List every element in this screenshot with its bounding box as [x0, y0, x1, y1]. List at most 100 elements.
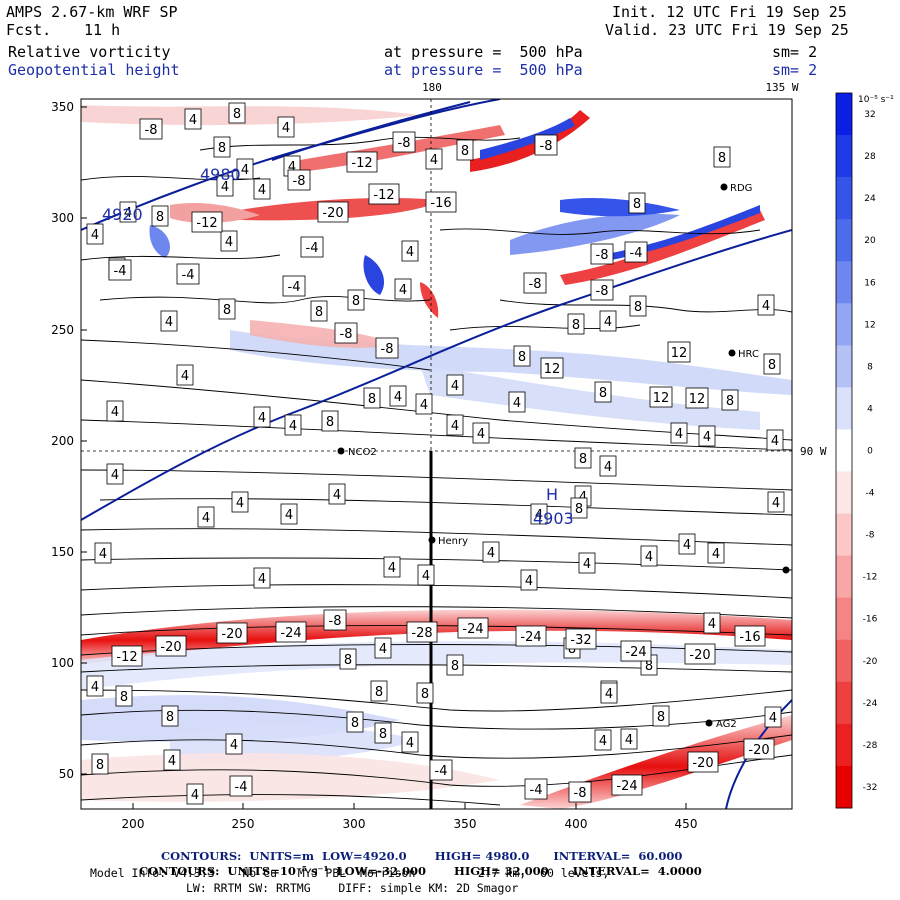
- svg-text:4: 4: [583, 557, 591, 572]
- svg-text:8: 8: [421, 687, 429, 702]
- svg-text:4: 4: [168, 754, 176, 769]
- contour-label: 4: [401, 731, 419, 753]
- forecast-hour: 11 h: [84, 21, 121, 39]
- contour-label: 8: [151, 205, 169, 227]
- svg-text:-8: -8: [398, 136, 411, 151]
- svg-text:4: 4: [225, 235, 233, 250]
- contour-label: -8: [392, 131, 416, 153]
- svg-text:8: 8: [579, 452, 587, 467]
- station-ag2-label: AG2: [716, 719, 737, 730]
- contour-label: 8: [339, 648, 357, 670]
- svg-text:8: 8: [768, 358, 776, 373]
- station-hrc-marker: [728, 349, 736, 357]
- contour-label: -16: [734, 625, 766, 647]
- station-rdg-marker: [720, 183, 728, 191]
- x-tick-label: 250: [232, 817, 255, 831]
- contour-label: 4: [280, 503, 298, 525]
- contour-label: 4: [530, 503, 548, 525]
- pressure-level-2: at pressure = 500 hPa: [384, 61, 583, 79]
- footer-vort-interval: 4.0000: [657, 864, 702, 878]
- contour-label: 8: [570, 497, 588, 519]
- contour-label: 4: [225, 733, 243, 755]
- svg-text:4: 4: [703, 430, 711, 445]
- footer-physics-info: LW: RRTM SW: RRTMG DIFF: simple KM: 2D S…: [186, 881, 519, 895]
- contour-label: 4: [231, 491, 249, 513]
- contour-label: 4: [253, 406, 271, 428]
- svg-text:8: 8: [645, 659, 653, 674]
- colorbar-tick-label: 0: [867, 447, 873, 457]
- x-tick-label: 350: [454, 817, 477, 831]
- svg-text:-24: -24: [625, 645, 646, 660]
- svg-text:-4: -4: [306, 241, 319, 256]
- field-geopotential: Geopotential height: [8, 61, 180, 79]
- contour-label: -4: [624, 241, 648, 263]
- contour-label: 12: [649, 386, 673, 408]
- stations: NCO2 Henry HRC RDG AG2: [337, 183, 790, 730]
- svg-text:4: 4: [221, 180, 229, 195]
- pressure-level-1: at pressure = 500 hPa: [384, 43, 583, 61]
- contour-label: 4: [394, 278, 412, 300]
- svg-text:4: 4: [394, 390, 402, 405]
- svg-text:8: 8: [575, 502, 583, 517]
- contour-label: -20: [216, 622, 248, 644]
- svg-text:4: 4: [487, 546, 495, 561]
- contour-label: 8: [213, 136, 231, 158]
- station-rdg-label: RDG: [730, 183, 752, 194]
- colorbar-tick-label: -16: [863, 615, 878, 625]
- contour-label: 12: [685, 387, 709, 409]
- contour-label: -20: [317, 201, 349, 223]
- svg-text:-16: -16: [739, 630, 760, 645]
- svg-text:4: 4: [111, 468, 119, 483]
- svg-text:-24: -24: [462, 622, 483, 637]
- contour-label: 4: [417, 564, 435, 586]
- x-axis: 200 250 300 350 400 450: [122, 803, 698, 831]
- valid-time: Valid. 23 UTC Fri 19 Sep 25: [605, 21, 849, 39]
- contour-label: 4: [328, 483, 346, 505]
- svg-text:4: 4: [771, 434, 779, 449]
- svg-text:8: 8: [451, 659, 459, 674]
- contour-label: 4: [594, 729, 612, 751]
- colorbar-swatch: [836, 303, 852, 346]
- svg-text:12: 12: [544, 362, 561, 377]
- contour-label: 4: [578, 552, 596, 574]
- contour-label: 4: [764, 706, 782, 728]
- colorbar-swatch: [836, 387, 852, 430]
- contour-label: -20: [743, 738, 775, 760]
- svg-text:4: 4: [258, 572, 266, 587]
- smoothing-1: sm= 2: [772, 43, 818, 61]
- contour-label: 4: [767, 491, 785, 513]
- svg-text:4: 4: [451, 419, 459, 434]
- contour-label: 4: [640, 545, 658, 567]
- contour-label: 4: [446, 414, 464, 436]
- colorbar-swatch: [836, 765, 852, 809]
- colorbar-tick-label: -32: [863, 783, 878, 793]
- svg-text:-8: -8: [145, 123, 158, 138]
- colorbar: 10⁻⁵ s⁻¹ 32 28 24 20 16 12 8 4 0 -4 -8 -12 -16 -20 -24…: [835, 92, 894, 809]
- svg-text:-4: -4: [288, 280, 301, 295]
- contour-label: -24: [275, 621, 307, 643]
- x-tick-label: 450: [675, 817, 698, 831]
- svg-text:4: 4: [675, 427, 683, 442]
- contour-label: 4: [253, 567, 271, 589]
- svg-text:-4: -4: [114, 264, 127, 279]
- colorbar-swatch: [836, 555, 852, 599]
- svg-text:-4: -4: [235, 780, 248, 795]
- contour-label: 4: [620, 728, 638, 750]
- colorbar-tick-label: -8: [866, 531, 875, 541]
- contour-label: 4: [86, 223, 104, 245]
- contour-label: 4: [216, 175, 234, 197]
- contour-label: -8: [139, 118, 163, 140]
- svg-text:-20: -20: [692, 756, 713, 771]
- svg-text:4: 4: [430, 153, 438, 168]
- svg-text:-24: -24: [520, 630, 541, 645]
- contour-label: 4: [703, 612, 721, 634]
- high-pressure-value: 4903: [533, 509, 574, 528]
- contour-labels: 4848844448444444848488484888121288121284…: [86, 102, 785, 805]
- contour-label: -4: [524, 778, 548, 800]
- contour-label: 8: [115, 685, 133, 707]
- contour-label: -8: [523, 272, 547, 294]
- y-tick-label: 300: [51, 211, 74, 225]
- svg-text:-12: -12: [373, 188, 394, 203]
- svg-text:-4: -4: [630, 246, 643, 261]
- contour-label: 4: [415, 393, 433, 415]
